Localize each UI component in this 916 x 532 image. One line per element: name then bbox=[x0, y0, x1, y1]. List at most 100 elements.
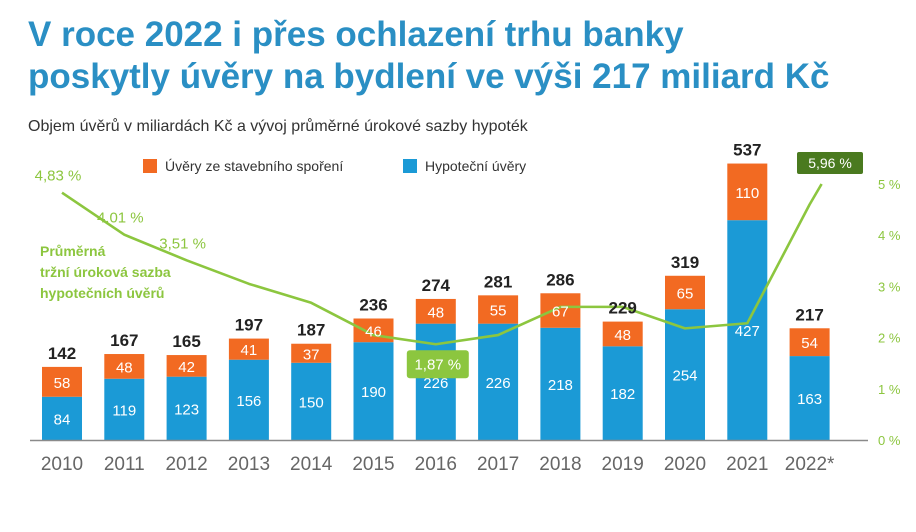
total-value-label: 167 bbox=[110, 331, 138, 350]
page-title: V roce 2022 i přes ochlazení trhu banky … bbox=[28, 14, 898, 98]
x-tick-label: 2021 bbox=[726, 454, 768, 475]
x-tick-label: 2016 bbox=[415, 454, 457, 475]
mortgage-value-label: 123 bbox=[174, 401, 199, 418]
rate-line bbox=[61, 183, 823, 346]
x-tick-label: 2020 bbox=[664, 454, 706, 475]
savings-value-label: 55 bbox=[490, 302, 507, 319]
bar-savings-2021 bbox=[727, 163, 768, 221]
bar-savings-2020 bbox=[665, 275, 705, 310]
bar-mortgage-2014 bbox=[291, 362, 332, 440]
bar-mortgage-2010 bbox=[42, 396, 82, 440]
rate-tick-label: 3 % bbox=[878, 279, 901, 294]
total-value-label: 319 bbox=[671, 253, 699, 272]
rate-line-caption: Průměrná bbox=[40, 243, 106, 259]
rate-peak-label: 5,96 % bbox=[808, 155, 852, 171]
mortgage-value-label: 254 bbox=[672, 368, 697, 385]
mortgage-value-label: 150 bbox=[299, 394, 324, 411]
bar-mortgage-2012 bbox=[166, 376, 207, 440]
total-value-label: 286 bbox=[546, 270, 574, 289]
bar-savings-2010 bbox=[42, 366, 82, 397]
legend-swatch bbox=[143, 159, 157, 173]
mortgage-value-label: 156 bbox=[236, 393, 261, 410]
savings-value-label: 46 bbox=[365, 323, 382, 340]
labels-layer: 84 58 142 119 48 167 123 42 165 156 41 197 150 37 187 1… bbox=[35, 141, 863, 428]
bar-savings-2019 bbox=[602, 321, 643, 347]
mortgage-value-label: 218 bbox=[548, 377, 573, 394]
savings-value-label: 67 bbox=[552, 304, 569, 321]
rate-point-label: 4,83 % bbox=[35, 168, 82, 185]
total-value-label: 274 bbox=[422, 276, 451, 295]
bar-mortgage-2022* bbox=[789, 356, 830, 440]
savings-value-label: 110 bbox=[735, 185, 759, 202]
bar-mortgage-2011 bbox=[104, 378, 145, 440]
savings-value-label: 48 bbox=[427, 304, 444, 321]
rate-axis: 0 % 1 % 2 % 3 % 4 % 5 % bbox=[878, 177, 901, 448]
rate-tick-label: 5 % bbox=[878, 177, 901, 192]
x-tick-label: 2011 bbox=[104, 454, 145, 475]
savings-value-label: 37 bbox=[303, 346, 320, 363]
total-value-label: 537 bbox=[733, 141, 761, 160]
mortgage-value-label: 182 bbox=[610, 386, 635, 403]
rate-point-label: 4,01 % bbox=[97, 210, 144, 227]
x-tick-label: 2013 bbox=[228, 454, 270, 475]
x-tick-label: 2010 bbox=[41, 454, 83, 475]
x-tick-label: 2019 bbox=[602, 454, 644, 475]
total-value-label: 165 bbox=[172, 332, 200, 351]
rate-tick-label: 2 % bbox=[878, 331, 901, 346]
bar-savings-2014 bbox=[291, 343, 332, 363]
bar-savings-2013 bbox=[228, 338, 269, 360]
bar-savings-2017 bbox=[478, 295, 519, 324]
rate-peak-box bbox=[797, 152, 863, 174]
bar-mortgage-2017 bbox=[478, 323, 519, 440]
rate-line-layer bbox=[61, 183, 823, 346]
total-value-label: 236 bbox=[359, 296, 387, 315]
bar-savings-2011 bbox=[104, 354, 145, 379]
total-value-label: 187 bbox=[297, 321, 325, 340]
chart-subtitle: Objem úvěrů v miliardách Kč a vývoj prům… bbox=[28, 118, 528, 135]
mortgage-value-label: 163 bbox=[797, 391, 822, 408]
x-tick-label: 2015 bbox=[352, 454, 394, 475]
mortgage-value-label: 427 bbox=[735, 323, 760, 340]
legend: Úvěry ze stavebního spoření Hypoteční úvě… bbox=[143, 158, 526, 174]
x-tick-label: 2018 bbox=[539, 454, 581, 475]
total-value-label: 281 bbox=[484, 272, 512, 291]
savings-value-label: 65 bbox=[677, 286, 694, 303]
mortgage-value-label: 190 bbox=[361, 384, 386, 401]
mortgage-value-label: 226 bbox=[423, 375, 448, 392]
legend-label: Hypoteční úvěry bbox=[425, 158, 526, 174]
savings-value-label: 42 bbox=[178, 359, 195, 376]
x-tick-label: 2022* bbox=[785, 454, 835, 475]
x-axis: 2010 2011 2012 2013 2014 2015 2016 2017 2018 2019… bbox=[30, 439, 868, 475]
bar-mortgage-2020 bbox=[665, 309, 705, 440]
legend-swatch bbox=[403, 159, 417, 173]
mortgage-value-label: 84 bbox=[54, 411, 71, 428]
total-value-label: 229 bbox=[609, 299, 637, 318]
legend-label: Úvěry ze stavebního spoření bbox=[165, 158, 343, 174]
rate-tick-label: 4 % bbox=[878, 228, 901, 243]
savings-value-label: 41 bbox=[241, 342, 258, 359]
rate-line-caption: hypotečních úvěrů bbox=[40, 285, 164, 301]
savings-value-label: 54 bbox=[801, 335, 818, 352]
bar-mortgage-2021 bbox=[727, 220, 768, 440]
bar-savings-2022* bbox=[789, 328, 830, 357]
mortgage-value-label: 119 bbox=[112, 402, 136, 419]
total-value-label: 197 bbox=[235, 316, 263, 335]
title-line-1: V roce 2022 i přes ochlazení trhu banky bbox=[28, 15, 684, 54]
rate-point-label: 1,87 % bbox=[414, 356, 461, 373]
savings-value-label: 48 bbox=[614, 327, 631, 344]
savings-value-label: 48 bbox=[116, 359, 133, 376]
rate-tick-label: 0 % bbox=[878, 433, 901, 448]
rate-line-caption: tržní úroková sazba bbox=[40, 264, 171, 280]
rate-tick-label: 1 % bbox=[878, 382, 901, 397]
x-tick-label: 2017 bbox=[477, 454, 519, 475]
rate-point-label: 3,51 % bbox=[159, 235, 206, 252]
total-value-label: 217 bbox=[795, 305, 823, 324]
bar-savings-2018 bbox=[540, 293, 581, 328]
bar-mortgage-2019 bbox=[602, 346, 643, 440]
title-line-2: poskytly úvěry na bydlení ve výši 217 mi… bbox=[28, 57, 830, 96]
bar-mortgage-2013 bbox=[228, 359, 269, 440]
bars-layer bbox=[42, 163, 830, 440]
total-value-label: 142 bbox=[48, 344, 76, 363]
